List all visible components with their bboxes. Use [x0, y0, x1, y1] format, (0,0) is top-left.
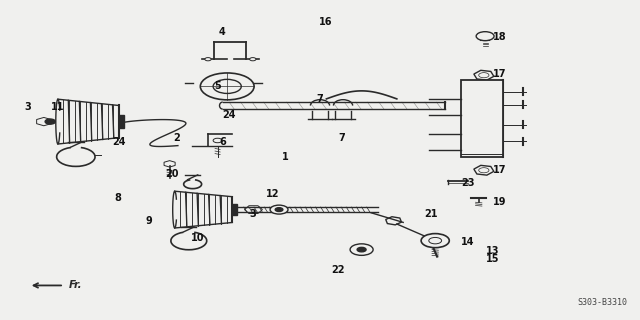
Text: 5: 5 — [214, 81, 221, 92]
Text: S303-B3310: S303-B3310 — [577, 298, 627, 307]
Circle shape — [476, 32, 494, 41]
Text: 20: 20 — [165, 169, 179, 180]
Text: 3: 3 — [250, 209, 257, 220]
Circle shape — [213, 138, 222, 143]
Circle shape — [270, 205, 288, 214]
Circle shape — [421, 234, 449, 248]
Text: 9: 9 — [146, 216, 153, 226]
Text: Fr.: Fr. — [68, 280, 82, 291]
Circle shape — [250, 58, 256, 61]
Text: 23: 23 — [461, 178, 474, 188]
Text: 7: 7 — [317, 94, 324, 104]
Bar — [232, 204, 237, 215]
Text: 22: 22 — [332, 265, 345, 276]
Text: 24: 24 — [223, 110, 236, 120]
Circle shape — [350, 244, 373, 255]
Text: 3: 3 — [24, 102, 31, 112]
Text: 2: 2 — [173, 132, 180, 143]
Text: 18: 18 — [493, 32, 506, 42]
Text: 24: 24 — [112, 137, 125, 148]
Circle shape — [45, 119, 56, 124]
Text: 17: 17 — [493, 69, 506, 79]
Text: 19: 19 — [493, 196, 506, 207]
Text: 14: 14 — [461, 236, 474, 247]
Text: 1: 1 — [282, 152, 289, 162]
Text: 21: 21 — [424, 209, 438, 220]
Text: 4: 4 — [219, 27, 226, 37]
Text: 17: 17 — [493, 164, 506, 175]
Text: 11: 11 — [51, 102, 65, 112]
Circle shape — [205, 58, 211, 61]
Circle shape — [357, 247, 366, 252]
Bar — [461, 80, 503, 157]
Text: 13: 13 — [486, 246, 500, 256]
Text: 15: 15 — [486, 254, 500, 264]
Text: 7: 7 — [338, 132, 345, 143]
Text: 8: 8 — [114, 193, 121, 204]
Text: 12: 12 — [266, 188, 279, 199]
Text: 10: 10 — [191, 233, 204, 244]
Text: 6: 6 — [219, 137, 226, 148]
Text: 16: 16 — [319, 17, 332, 28]
Bar — [119, 115, 124, 128]
Circle shape — [275, 208, 283, 212]
